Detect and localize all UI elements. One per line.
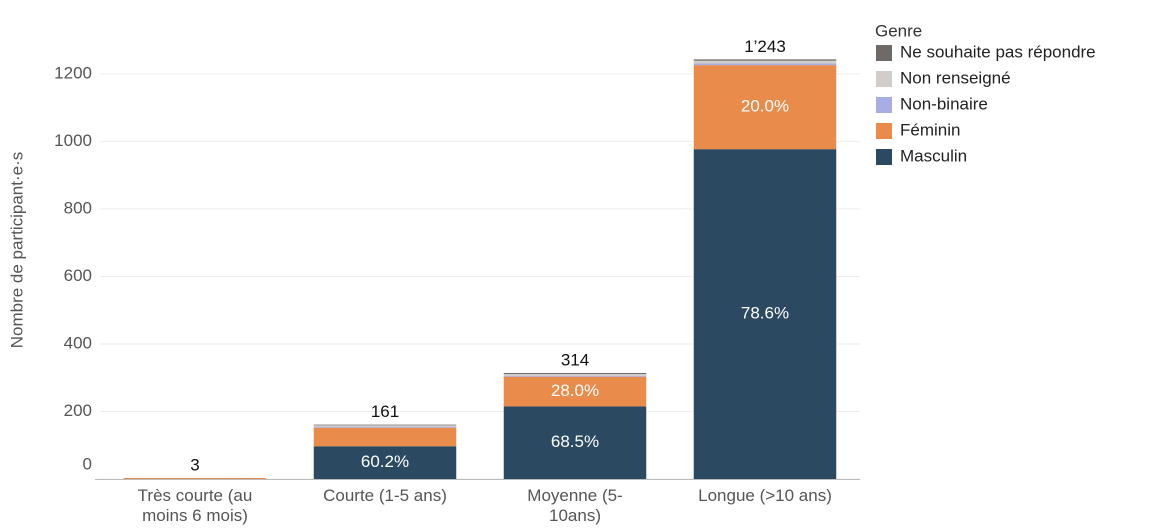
bar-segment [503,406,647,479]
segment-label: 68.5% [551,432,599,451]
total-label: 314 [561,350,589,369]
bar-segment [313,424,457,426]
y-tick-label: 800 [64,198,92,217]
y-tick-label: 0 [83,454,92,473]
x-tick-label: Courte (1-5 ans) [323,486,447,505]
bar-segment [693,63,837,66]
x-tick-label: Moyenne (5-10ans) [527,486,623,525]
legend-swatch [876,45,892,61]
y-tick-label: 1200 [54,63,92,82]
bar-segment [503,374,647,376]
y-tick-label: 600 [64,266,92,285]
bar-segment [313,446,457,479]
bar-segment [693,60,837,64]
legend-label: Non-binaire [900,94,988,113]
legend-swatch [876,97,892,113]
y-tick-label: 400 [64,333,92,352]
total-label: 1’243 [744,37,786,56]
legend-swatch [876,149,892,165]
legend-swatch [876,123,892,139]
segment-label: 78.6% [741,304,789,323]
y-tick-label: 200 [64,401,92,420]
segment-label: 28.0% [551,381,599,400]
y-axis-label: Nombre de participant·e·s [7,152,26,349]
y-tick-label: 1000 [54,131,92,150]
bar-segment [693,65,837,150]
bar-segment [503,372,647,375]
bar-segment [693,149,837,480]
bar-segment [503,376,647,407]
x-tick-label: Longue (>10 ans) [698,486,832,505]
segment-label: 20.0% [741,97,789,116]
x-tick-label: Très courte (au moins 6 mois) [137,486,253,525]
legend-label: Féminin [900,120,960,139]
bar-segment [313,425,457,427]
legend-swatch [876,71,892,87]
segment-label: 60.2% [361,452,409,471]
total-label: 3 [190,455,199,474]
bar-segment [123,477,267,479]
legend-label: Non renseigné [900,68,1011,87]
bar-segment [313,427,457,447]
total-label: 161 [371,402,399,421]
bar-segment [313,426,457,428]
bar-segment [693,59,837,61]
bar-segment [503,375,647,377]
legend-label: Ne souhaite pas répondre [900,42,1096,61]
legend-label: Masculin [900,146,967,165]
legend-title: Genre [875,21,922,40]
